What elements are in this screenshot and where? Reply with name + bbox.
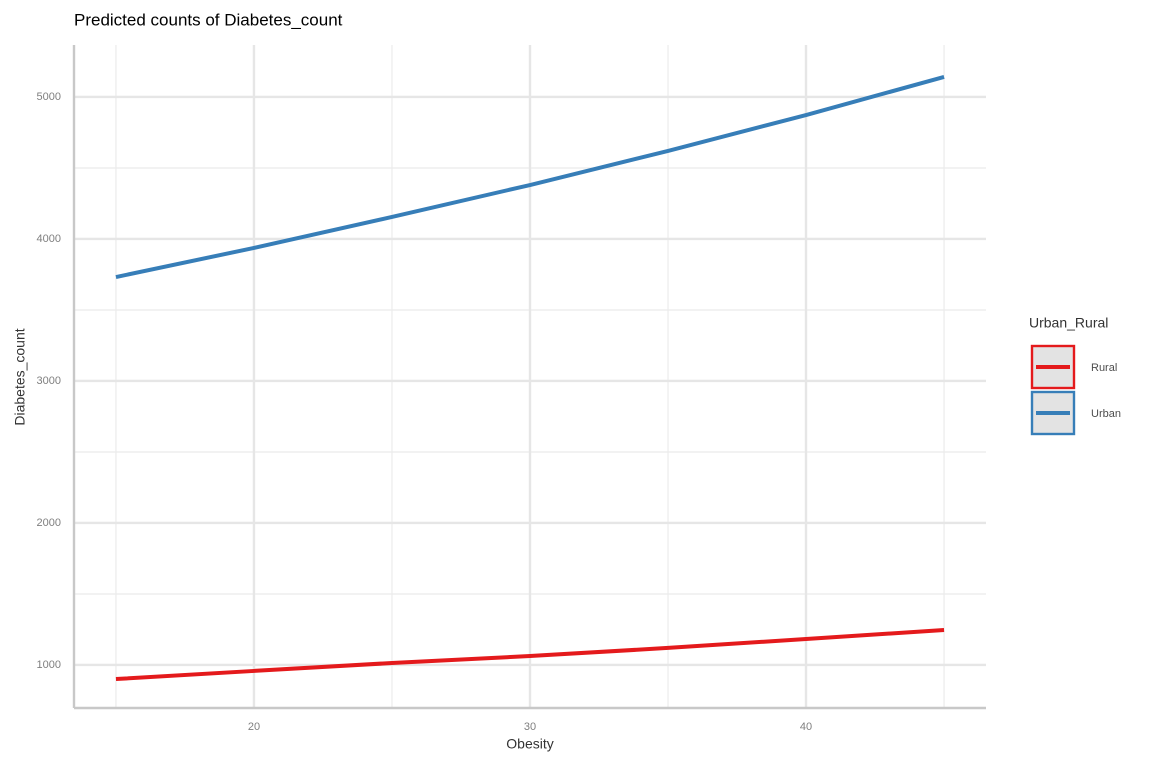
series-line (115, 628, 945, 682)
y-tick-label: 2000 (37, 517, 61, 529)
x-tick-label: 40 (800, 721, 812, 733)
y-tick-label: 3000 (37, 375, 61, 387)
chart-title: Predicted counts of Diabetes_count (74, 10, 343, 29)
y-tick-label: 1000 (37, 659, 61, 671)
legend-label: Urban (1091, 408, 1121, 420)
x-tick-label: 30 (524, 721, 536, 733)
x-axis-label: Obesity (506, 736, 553, 752)
x-tick-label: 20 (248, 721, 260, 733)
y-axis-label: Diabetes_count (12, 328, 28, 425)
legend-title: Urban_Rural (1029, 315, 1108, 331)
y-tick-label: 5000 (37, 91, 61, 103)
legend-label: Rural (1091, 362, 1117, 374)
y-tick-label: 4000 (37, 233, 61, 245)
series-line (115, 75, 945, 279)
